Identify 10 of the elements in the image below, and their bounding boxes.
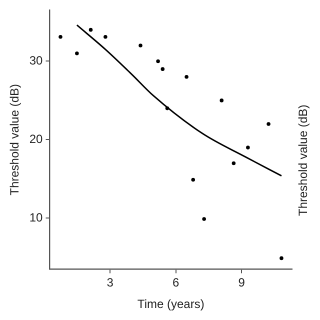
y-tick-label: 20 [29,132,44,146]
y-axis-title: Threshold value (dB) [8,84,22,196]
x-tick-label: 3 [106,276,114,290]
text: Threshold value (dB) [296,103,310,218]
x-tick-label: 9 [238,276,246,290]
line-series [76,24,282,177]
x-axis-title: Time (years) [137,297,204,312]
x-tick-label: 6 [172,276,180,290]
y-tick-label: 10 [29,210,44,224]
y-tick-label: 30 [29,54,44,68]
